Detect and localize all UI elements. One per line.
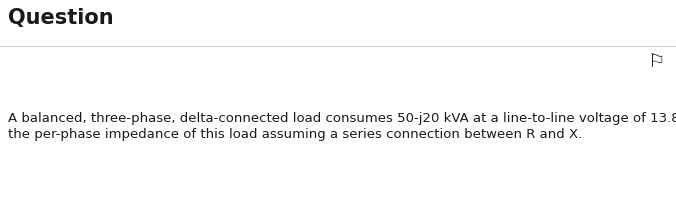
Text: ⚐: ⚐ bbox=[648, 52, 665, 71]
Text: Question: Question bbox=[8, 8, 114, 28]
Text: A balanced, three-phase, delta-connected load consumes 50-j20 kVA at a line-to-l: A balanced, three-phase, delta-connected… bbox=[8, 112, 676, 125]
Text: the per-phase impedance of this load assuming a series connection between R and : the per-phase impedance of this load ass… bbox=[8, 128, 582, 141]
